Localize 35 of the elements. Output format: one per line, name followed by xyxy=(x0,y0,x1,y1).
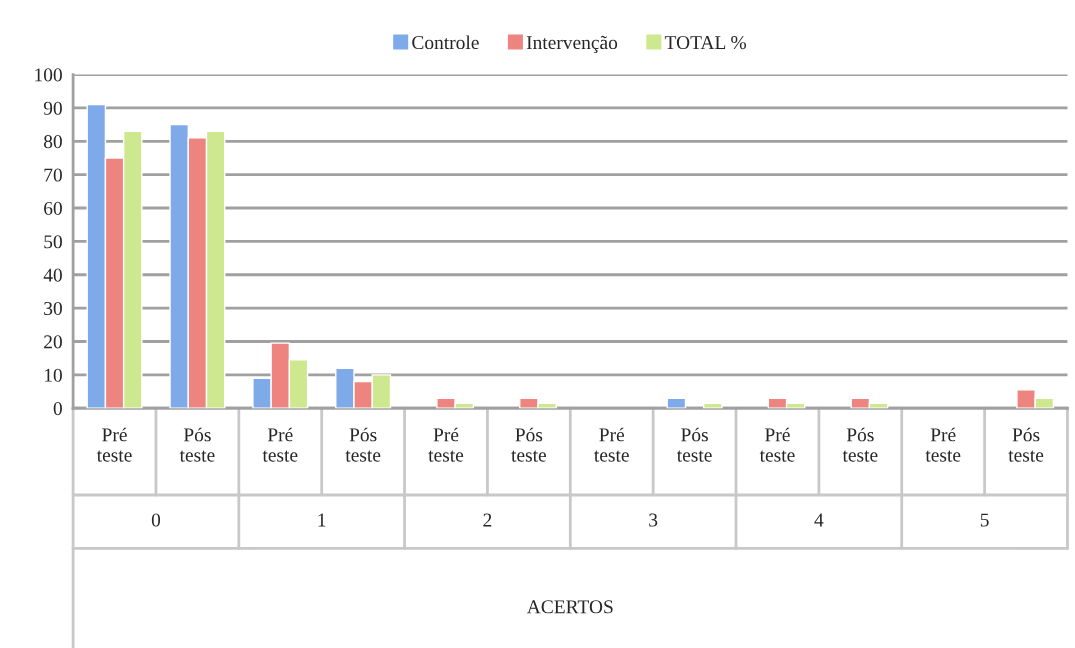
y-tick-label: 60 xyxy=(44,201,62,215)
x-tick-label: Pré teste xyxy=(428,427,464,462)
x-tick-label: Pré teste xyxy=(759,427,795,462)
x-tick-label: Pré teste xyxy=(925,427,961,462)
text: 2 xyxy=(483,513,492,527)
y-tick-label: 80 xyxy=(43,135,62,149)
y-tick-label: 30 xyxy=(44,301,62,316)
y-tick-label: 90 xyxy=(43,101,62,115)
x-tick-label: Pré teste xyxy=(594,427,629,462)
y-tick-label: 40 xyxy=(43,268,62,282)
y-tick-label: 100 xyxy=(35,68,62,82)
bar xyxy=(703,402,723,409)
x-tick-label: Pós teste xyxy=(511,427,546,462)
text: ACERTOS xyxy=(526,600,613,614)
legend-label: TOTAL % xyxy=(664,35,747,50)
y-tick-label: 50 xyxy=(44,235,62,249)
legend-label: Intervenção xyxy=(526,35,618,54)
x-tick-label: Pós teste xyxy=(1008,427,1044,462)
text: 3 xyxy=(649,513,658,527)
y-tick-label: 20 xyxy=(44,335,62,349)
text: 1 xyxy=(318,513,326,527)
x-tick-label: Pré teste xyxy=(262,427,298,462)
y-tick-label: 10 xyxy=(44,368,62,382)
y-tick-label: 70 xyxy=(44,168,62,182)
text: 0 xyxy=(151,513,161,527)
legend-label: Controle xyxy=(412,35,479,50)
x-tick-label: Pré teste xyxy=(96,427,132,462)
bar xyxy=(666,397,687,409)
x-tick-label: Pós teste xyxy=(179,427,215,462)
x-tick-label: Pós teste xyxy=(676,427,712,462)
x-tick-label: Pós teste xyxy=(345,427,381,462)
text: 5 xyxy=(980,513,989,527)
y-tick-label: 0 xyxy=(53,402,62,416)
text: 4 xyxy=(814,513,824,527)
x-tick-label: Pós teste xyxy=(842,427,878,462)
